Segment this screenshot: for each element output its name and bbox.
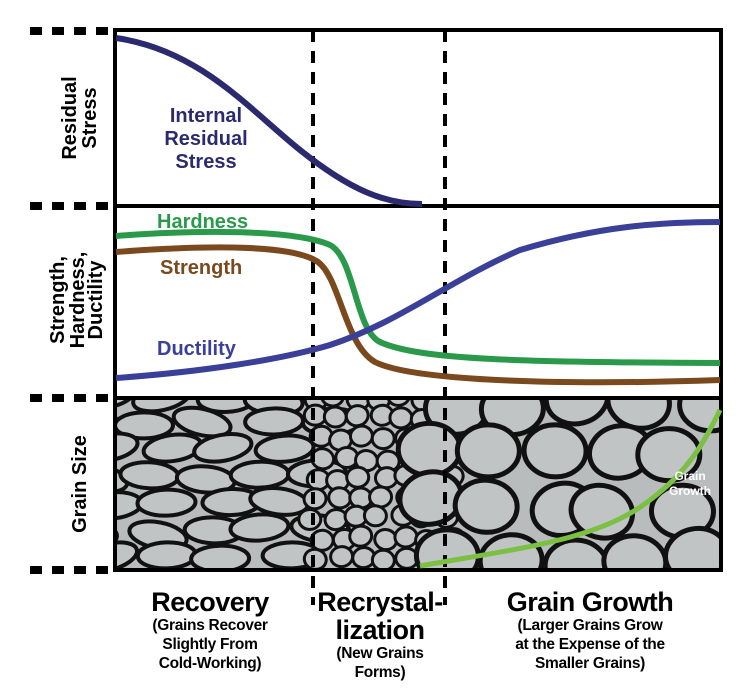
grain [393, 525, 419, 549]
grain [297, 507, 323, 531]
grain [195, 399, 258, 414]
grain [115, 431, 140, 463]
svg-text:Stress: Stress [175, 151, 236, 173]
grain-growth-curve [419, 408, 723, 569]
phase-subtitle: Smaller Grains) [534, 655, 646, 672]
grain [348, 524, 374, 548]
phase-title: Grain Growth [506, 587, 674, 617]
label-hardness: Hardness [157, 211, 248, 233]
grain [322, 405, 348, 429]
label-ductility: Ductility [157, 338, 237, 360]
grain [253, 433, 316, 464]
svg-text:Internal: Internal [170, 105, 242, 127]
phase-subtitle: Forms) [354, 664, 406, 681]
grain [386, 399, 412, 407]
grain [319, 399, 345, 408]
grain [115, 540, 140, 568]
grain [135, 540, 198, 568]
svg-text:Grain Size: Grain Size [69, 435, 91, 533]
grain [477, 532, 545, 568]
phase-recovery: Recovery (Grains Recover Slightly From C… [110, 588, 310, 673]
grain [370, 427, 396, 451]
grain [131, 399, 193, 414]
phase-subtitle: (Grains Recover [152, 617, 268, 634]
grain [243, 406, 306, 437]
label-strength: Strength [160, 257, 242, 279]
grain [115, 410, 175, 441]
svg-text:Stress: Stress [79, 87, 101, 148]
grain [568, 482, 636, 541]
grain [348, 424, 374, 448]
hardness-curve [115, 228, 721, 366]
grain [302, 547, 328, 568]
grain-structure [115, 399, 720, 568]
grain [452, 477, 520, 535]
grain [135, 487, 198, 518]
grain [192, 432, 254, 464]
svg-text:Ductility: Ductility [85, 260, 107, 340]
grain [521, 422, 589, 480]
svg-text:Grain: Grain [674, 469, 705, 483]
grain [329, 545, 355, 568]
axis-label-strength-hardness-ductility: Strength, Hardness, Ductility [47, 252, 107, 349]
phase-recrystallization: Recrystal- lization (New Grains Forms) [315, 588, 445, 682]
grain [302, 487, 328, 511]
grain [171, 405, 233, 439]
phase-grain-growth: Grain Growth (Larger Grains Grow at the … [470, 588, 710, 673]
ductility-curve [115, 219, 721, 381]
svg-text:Hardness,: Hardness, [67, 252, 89, 349]
grain [362, 504, 388, 528]
grain [115, 408, 123, 439]
axis-label-grain-size: Grain Size [69, 435, 91, 533]
label-internal-residual-stress: Internal Residual Stress [164, 105, 247, 173]
grain [388, 406, 414, 430]
phase-title: Recrystal- [317, 587, 443, 617]
grain [118, 460, 181, 491]
svg-text:Growth: Growth [669, 484, 711, 498]
grain [395, 420, 463, 478]
phase-subtitle: at the Expense of the [515, 636, 665, 653]
strength-curve [115, 244, 721, 386]
grain [189, 543, 252, 568]
phase-title: lization [335, 615, 426, 645]
phase-subtitle: Slightly From [162, 636, 258, 653]
svg-text:Residual: Residual [59, 76, 81, 159]
grain [115, 399, 136, 411]
grain [228, 459, 291, 490]
grain [454, 422, 522, 480]
grain [542, 537, 610, 568]
grain [370, 548, 396, 568]
grain [662, 525, 720, 568]
grain [543, 399, 611, 427]
row-separator-dashes [30, 27, 112, 574]
svg-text:Strength,: Strength, [47, 256, 69, 344]
grain [345, 465, 371, 489]
residual-stress-curve [115, 35, 423, 207]
grain [228, 512, 291, 543]
phase-title: Recovery [151, 587, 269, 617]
axis-label-residual-stress: Residual Stress [59, 76, 101, 159]
phase-subtitle: Cold-Working) [158, 655, 262, 672]
grain [368, 485, 394, 509]
phase-subtitle: (New Grains [336, 645, 424, 662]
phase-subtitle: (Larger Grains Grow [517, 617, 663, 634]
phase-dividers [311, 30, 447, 605]
label-grain-growth: Grain Growth [669, 469, 711, 498]
svg-text:Residual: Residual [164, 128, 247, 150]
